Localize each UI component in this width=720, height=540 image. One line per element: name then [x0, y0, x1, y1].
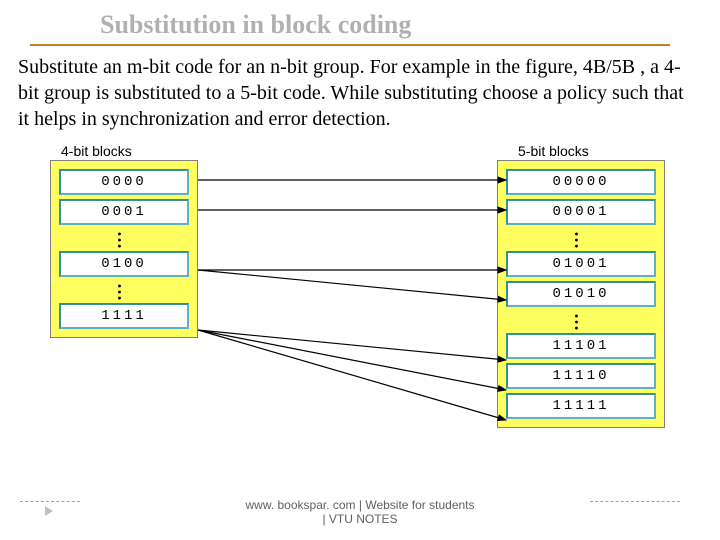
left-ellipsis: … — [115, 229, 133, 247]
right-code-box: 00001 — [506, 199, 656, 225]
mapping-arrow — [198, 330, 506, 390]
left-block-group: 4-bit blocks 00000001…0100…1111 — [50, 160, 198, 338]
left-code-box: 0001 — [59, 199, 189, 225]
right-code-box: 11101 — [506, 333, 656, 359]
left-code-box: 0100 — [59, 251, 189, 277]
left-group-label: 4-bit blocks — [61, 143, 132, 159]
page-title: Substitution in block coding — [30, 0, 670, 46]
footer-text: www. bookspar. com | Website for student… — [0, 498, 720, 526]
mapping-arrow — [198, 330, 506, 360]
right-ellipsis: … — [572, 311, 590, 329]
right-block-group: 5-bit blocks 0000000001…0100101010…11101… — [497, 160, 665, 428]
footer-line1: www. bookspar. com | Website for student… — [246, 498, 475, 512]
right-code-box: 00000 — [506, 169, 656, 195]
left-ellipsis: … — [115, 281, 133, 299]
right-group-label: 5-bit blocks — [518, 143, 589, 159]
right-code-box: 01010 — [506, 281, 656, 307]
left-code-box: 0000 — [59, 169, 189, 195]
substitution-diagram: 4-bit blocks 0000 0001 … 0100 … 1111 5-bit bl… — [50, 142, 680, 472]
right-code-box: 01001 — [506, 251, 656, 277]
mapping-arrow — [198, 330, 506, 420]
footer-line2: | VTU NOTES — [322, 512, 397, 526]
mapping-arrow — [198, 270, 506, 300]
right-ellipsis: … — [572, 229, 590, 247]
right-code-box: 11110 — [506, 363, 656, 389]
left-code-box: 1111 — [59, 303, 189, 329]
right-code-box: 11111 — [506, 393, 656, 419]
body-paragraph: Substitute an m-bit code for an n-bit gr… — [0, 46, 720, 132]
